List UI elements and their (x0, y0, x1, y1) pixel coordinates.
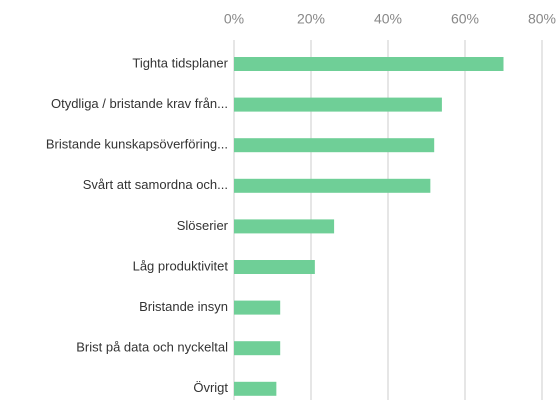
y-tick-label: Tighta tidsplaner (132, 55, 228, 70)
y-tick-label: Bristande insyn (139, 299, 228, 314)
y-tick-label: Svårt att samordna och... (83, 177, 228, 192)
x-tick-label: 60% (451, 11, 479, 27)
bar (234, 300, 281, 315)
x-tick-label: 80% (528, 11, 556, 27)
y-tick-label: Brist på data och nyckeltal (76, 340, 228, 355)
bar (234, 57, 504, 71)
bar (234, 138, 435, 153)
y-tick-label: Låg produktivitet (133, 258, 229, 273)
x-tick-label: 0% (224, 11, 244, 27)
y-tick-label: Övrigt (193, 380, 228, 395)
x-tick-label: 40% (374, 11, 402, 27)
bar (234, 178, 431, 193)
bar (234, 97, 442, 112)
x-tick-label: 20% (297, 11, 325, 27)
bar (234, 341, 281, 356)
bar (234, 260, 315, 274)
bar (234, 381, 277, 396)
bar (234, 219, 335, 234)
y-tick-label: Slöserier (177, 218, 229, 233)
y-tick-label: Bristande kunskapsöverföring... (46, 137, 228, 152)
y-tick-label: Otydliga / bristande krav från... (51, 96, 228, 111)
